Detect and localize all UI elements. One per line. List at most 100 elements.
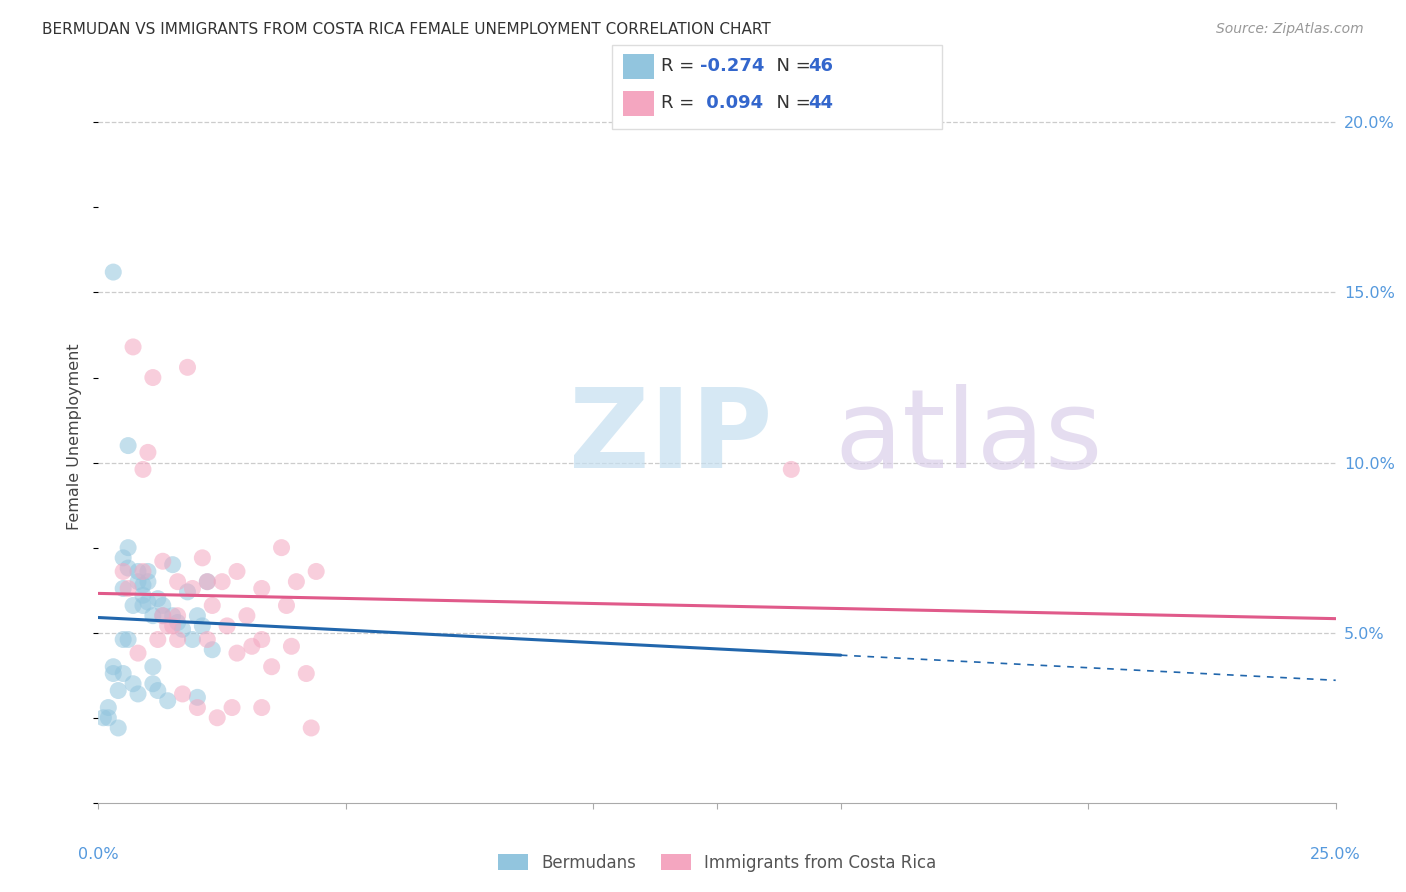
Point [162, 558, 184, 572]
Point [136, 565, 159, 579]
Point [186, 700, 208, 714]
Point [780, 462, 803, 476]
Point [181, 632, 204, 647]
Point [122, 599, 145, 613]
Text: 46: 46 [808, 57, 834, 75]
Point [136, 574, 159, 589]
Point [240, 640, 263, 654]
Point [127, 574, 149, 589]
Point [201, 642, 224, 657]
Point [176, 360, 198, 375]
Text: Source: ZipAtlas.com: Source: ZipAtlas.com [1216, 22, 1364, 37]
Point [172, 687, 194, 701]
Point [162, 619, 184, 633]
Point [250, 632, 273, 647]
Point [117, 439, 139, 453]
Legend: Bermudans, Immigrants from Costa Rica: Bermudans, Immigrants from Costa Rica [491, 847, 943, 879]
Point [132, 462, 155, 476]
Point [162, 608, 184, 623]
Point [97, 700, 120, 714]
Point [305, 565, 328, 579]
Point [186, 690, 208, 705]
Point [195, 574, 218, 589]
Text: 0.094: 0.094 [700, 94, 763, 112]
Point [136, 445, 159, 459]
Point [132, 565, 155, 579]
Point [117, 561, 139, 575]
Point [93, 711, 115, 725]
Point [217, 619, 239, 633]
Point [117, 632, 139, 647]
Text: -0.274: -0.274 [700, 57, 765, 75]
Point [172, 622, 194, 636]
Point [112, 666, 135, 681]
Point [152, 608, 174, 623]
Text: 25.0%: 25.0% [1310, 847, 1361, 862]
Point [127, 687, 149, 701]
Point [146, 683, 169, 698]
Point [142, 608, 165, 623]
Y-axis label: Female Unemployment: Female Unemployment [67, 343, 83, 531]
Point [226, 646, 249, 660]
Point [285, 574, 308, 589]
Point [166, 632, 188, 647]
Point [299, 721, 322, 735]
Point [107, 683, 129, 698]
Point [146, 591, 169, 606]
Point [280, 640, 302, 654]
Point [97, 711, 120, 725]
Point [176, 585, 198, 599]
Point [166, 615, 188, 630]
Point [186, 608, 208, 623]
Point [117, 582, 139, 596]
Point [195, 632, 218, 647]
Point [112, 550, 135, 565]
Point [152, 608, 174, 623]
Point [221, 700, 243, 714]
Point [205, 711, 228, 725]
Point [146, 632, 169, 647]
Text: N =: N = [765, 57, 817, 75]
Point [142, 677, 165, 691]
Point [276, 599, 298, 613]
Point [260, 659, 283, 673]
Point [122, 677, 145, 691]
Point [136, 595, 159, 609]
Text: atlas: atlas [835, 384, 1104, 491]
Point [226, 565, 249, 579]
Point [132, 588, 155, 602]
Text: 0.0%: 0.0% [79, 847, 118, 862]
Point [191, 550, 214, 565]
Point [117, 541, 139, 555]
Point [127, 646, 149, 660]
Point [166, 608, 188, 623]
Point [112, 565, 135, 579]
Point [152, 554, 174, 568]
Text: BERMUDAN VS IMMIGRANTS FROM COSTA RICA FEMALE UNEMPLOYMENT CORRELATION CHART: BERMUDAN VS IMMIGRANTS FROM COSTA RICA F… [42, 22, 770, 37]
Point [112, 632, 135, 647]
Text: R =: R = [661, 94, 700, 112]
Point [132, 599, 155, 613]
Text: N =: N = [765, 94, 817, 112]
Point [127, 565, 149, 579]
Point [191, 619, 214, 633]
Point [156, 694, 179, 708]
Point [250, 700, 273, 714]
Point [107, 721, 129, 735]
Point [250, 582, 273, 596]
Point [122, 340, 145, 354]
Point [132, 578, 155, 592]
Text: R =: R = [661, 57, 700, 75]
Point [236, 608, 259, 623]
Point [166, 574, 188, 589]
Point [142, 659, 165, 673]
Point [103, 666, 125, 681]
Point [195, 574, 218, 589]
Point [156, 619, 179, 633]
Point [211, 574, 233, 589]
Point [103, 659, 125, 673]
Point [142, 370, 165, 384]
Point [295, 666, 318, 681]
Point [181, 582, 204, 596]
Text: 44: 44 [808, 94, 834, 112]
